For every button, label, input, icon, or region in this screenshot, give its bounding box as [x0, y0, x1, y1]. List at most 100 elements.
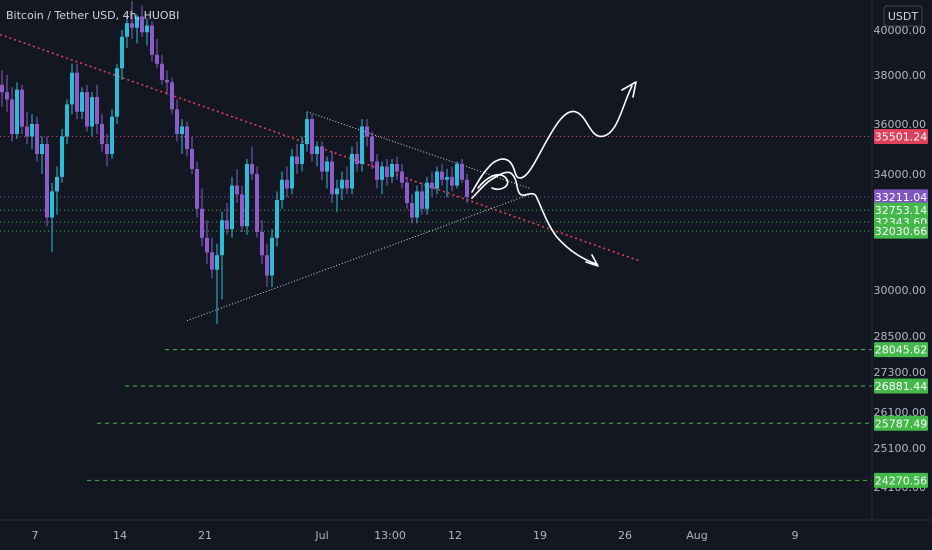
candle-body — [280, 179, 284, 201]
candle-77 — [385, 159, 389, 186]
candle-body — [75, 72, 79, 112]
candle-body — [235, 185, 239, 195]
time-axis[interactable]: 7 14 21 Jul 13:00 12 19 26 Aug 9 — [32, 529, 799, 542]
candle-body — [115, 68, 119, 117]
currency-button[interactable]: USDT — [883, 5, 923, 27]
forecast-arrows — [471, 81, 637, 267]
candle-15 — [75, 63, 79, 120]
candle-body — [85, 92, 89, 127]
candle-40 — [200, 188, 204, 247]
candle-body — [335, 188, 339, 195]
candle-25 — [125, 14, 129, 48]
candle-5 — [25, 111, 29, 144]
candle-14 — [70, 63, 74, 115]
price-badge-bg — [874, 378, 928, 394]
time-tick-label: 12 — [448, 529, 462, 542]
candle-1 — [5, 75, 9, 112]
price-badge-bg — [874, 223, 928, 239]
candle-74 — [370, 131, 374, 169]
candle-body — [330, 161, 334, 195]
candle-body — [40, 144, 44, 154]
candle-93 — [465, 174, 469, 203]
candle-29 — [145, 18, 149, 46]
candle-body — [315, 146, 319, 154]
candle-body — [285, 179, 289, 189]
candle-92 — [460, 159, 464, 183]
candle-81 — [405, 176, 409, 209]
candle-body — [250, 164, 254, 174]
candle-18 — [90, 92, 94, 137]
candle-54 — [270, 229, 274, 288]
time-tick-label: 14 — [113, 529, 127, 542]
candle-83 — [415, 185, 419, 224]
candle-75 — [375, 154, 379, 189]
candle-body — [170, 82, 174, 110]
candle-body — [245, 164, 249, 227]
candle-body — [450, 176, 454, 186]
price-badge-6: 26881.44 — [874, 378, 928, 394]
candle-72 — [360, 119, 364, 172]
currency-button-frame[interactable] — [883, 5, 923, 27]
candle-68 — [340, 171, 344, 201]
chart-title: Bitcoin / Tether USD, 4h, HUOBI — [6, 9, 179, 22]
time-tick-label: 13:00 — [374, 529, 406, 542]
candle-body — [270, 237, 274, 276]
currency-button-label[interactable]: USDT — [888, 10, 919, 23]
candle-body — [265, 255, 269, 276]
candle-82 — [410, 194, 414, 224]
bullish-arrow-head — [621, 81, 637, 98]
candle-body — [310, 119, 314, 154]
candle-body — [405, 182, 409, 203]
price-tick-label: 34000.00 — [874, 168, 927, 181]
candle-51 — [255, 166, 259, 238]
price-tick-label: 28500.00 — [874, 330, 927, 343]
candle-9 — [45, 136, 49, 227]
candle-20 — [100, 114, 104, 152]
price-badge-label: 35501.24 — [875, 130, 928, 143]
candle-52 — [260, 220, 264, 264]
candle-2 — [10, 87, 14, 142]
candle-body — [120, 36, 124, 69]
candlestick-series — [0, 0, 469, 324]
candle-body — [400, 171, 404, 183]
candle-body — [130, 23, 134, 28]
price-badges: 35501.2433211.0402:53:5432753.1432343.60… — [874, 128, 928, 488]
time-tick-label: 26 — [618, 529, 632, 542]
time-tick-label: 21 — [198, 529, 212, 542]
candle-body — [55, 176, 59, 192]
trendline-triangle-upper — [306, 111, 531, 189]
candle-body — [455, 164, 459, 186]
price-badge-label: 32030.66 — [875, 225, 928, 238]
candle-0 — [0, 70, 4, 107]
candle-79 — [395, 156, 399, 180]
candle-62 — [310, 114, 314, 162]
price-badge-label: 24270.56 — [875, 474, 928, 487]
horizontal-price-levels — [0, 135, 872, 481]
candle-body — [165, 79, 169, 83]
candle-body — [220, 220, 224, 256]
candle-78 — [390, 159, 394, 183]
price-badge-4: 32030.66 — [874, 223, 928, 239]
candle-80 — [400, 164, 404, 189]
candle-body — [190, 149, 194, 169]
candle-63 — [315, 141, 319, 167]
candle-body — [110, 116, 114, 154]
candle-10 — [50, 182, 54, 253]
candle-body — [25, 126, 29, 137]
candle-body — [60, 136, 64, 177]
candle-body — [20, 89, 24, 127]
bearish-arrow-head — [585, 254, 599, 267]
candle-body — [375, 161, 379, 180]
candle-body — [415, 191, 419, 218]
candle-body — [200, 208, 204, 238]
candle-body — [365, 126, 369, 137]
price-badge-8: 24270.56 — [874, 472, 928, 488]
price-tick-label: 30000.00 — [874, 284, 927, 297]
candle-17 — [85, 84, 89, 132]
candle-body — [95, 97, 99, 124]
candle-body — [395, 164, 399, 172]
candle-body — [440, 171, 444, 180]
candle-body — [205, 237, 209, 253]
candle-56 — [280, 171, 284, 209]
